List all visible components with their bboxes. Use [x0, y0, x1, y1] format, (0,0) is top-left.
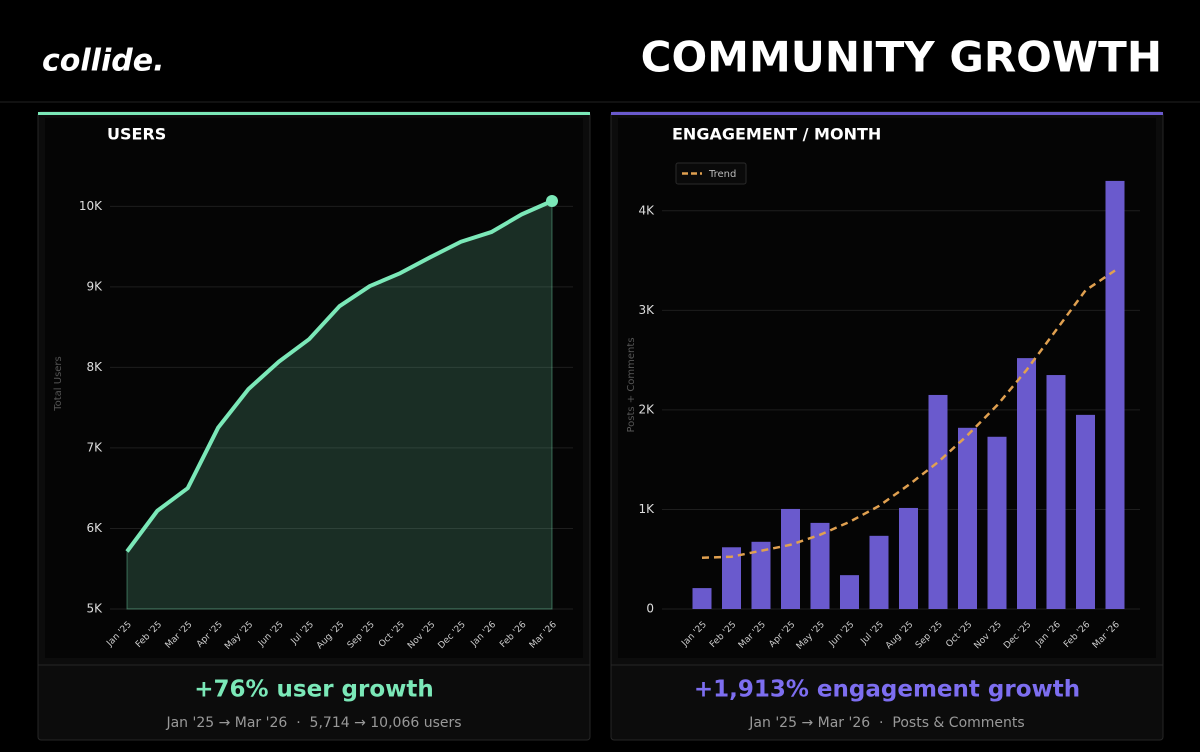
- bar: [987, 436, 1007, 609]
- bar: [840, 575, 859, 609]
- y-axis-label: Posts + Comments: [626, 337, 637, 432]
- panel-accent: [38, 112, 590, 115]
- y-axis-label: Total Users: [53, 356, 64, 412]
- bar: [1076, 414, 1095, 609]
- footer-headline: +76% user growth: [194, 677, 434, 703]
- y-tick-label: 9K: [86, 279, 103, 293]
- logo: collide.: [42, 44, 164, 79]
- y-tick-label: 8K: [86, 360, 103, 374]
- bar: [751, 541, 771, 609]
- legend-label: Trend: [708, 169, 736, 180]
- bar: [1017, 358, 1036, 609]
- bar: [958, 427, 977, 609]
- line: [125, 199, 553, 553]
- y-tick-label: 1K: [638, 502, 655, 516]
- chart-area: [45, 118, 583, 658]
- bar: [1046, 375, 1066, 609]
- bar: [810, 522, 830, 609]
- bar: [722, 547, 741, 609]
- y-tick-label: 10K: [79, 199, 103, 213]
- bar: [781, 508, 800, 609]
- bar: [869, 535, 889, 609]
- y-tick-label: 5K: [86, 602, 103, 616]
- chart-title: ENGAGEMENT / MONTH: [672, 125, 881, 144]
- footer-detail: Jan '25 → Mar '26 · Posts & Comments: [748, 715, 1024, 731]
- end-point: [546, 195, 558, 208]
- y-tick-label: 3K: [638, 303, 655, 317]
- chart-title: USERS: [107, 125, 166, 144]
- panel-accent: [611, 112, 1163, 115]
- trend-line: [701, 269, 1116, 559]
- y-tick-label: 2K: [638, 402, 655, 416]
- footer-detail: Jan '25 → Mar '26 · 5,714 → 10,066 users: [165, 715, 461, 731]
- y-tick-label: 4K: [638, 203, 655, 217]
- footer-headline: +1,913% engagement growth: [694, 677, 1080, 703]
- legend-box: [675, 162, 747, 185]
- bar: [1105, 180, 1125, 609]
- bar: [899, 507, 918, 609]
- y-tick-label: 0: [646, 602, 654, 616]
- y-tick-label: 7K: [86, 440, 103, 454]
- y-tick-label: 6K: [86, 521, 103, 535]
- bar: [928, 394, 948, 609]
- bar: [692, 588, 712, 609]
- page-title: COMMUNITY GROWTH: [641, 33, 1162, 82]
